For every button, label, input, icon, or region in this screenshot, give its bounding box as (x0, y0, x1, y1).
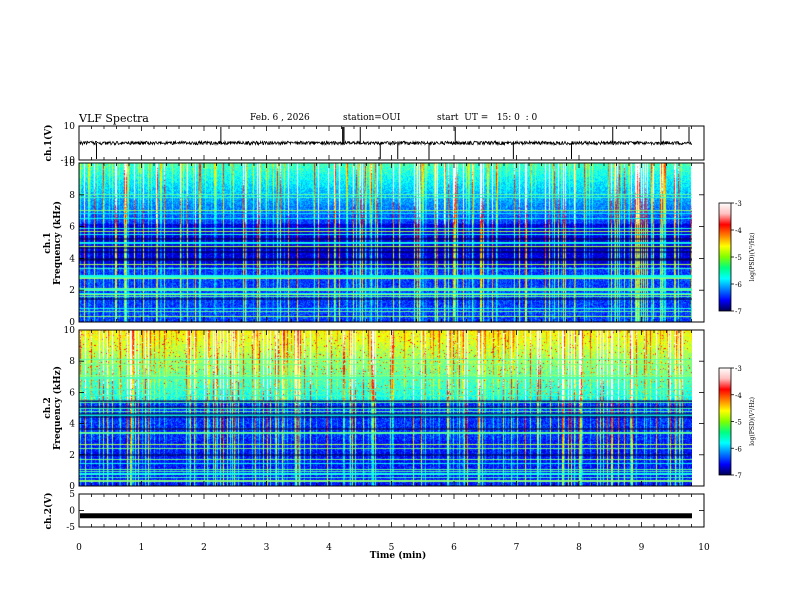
ch1-spectrogram-image (79, 163, 692, 322)
ch1-waveform-line (79, 139, 693, 147)
y-tick-label: -10 (61, 156, 76, 166)
y-tick-label: 2 (69, 451, 75, 461)
ch1-freq-ylabel: ch.1 Frequency (kHz) (43, 201, 63, 285)
x-tick-label: 7 (514, 543, 520, 553)
y-tick-label: 5 (69, 490, 75, 500)
x-tick-label: 2 (201, 543, 207, 553)
ch1-ylabel-line: ch.1(V) (43, 125, 54, 162)
x-tick-label: 4 (326, 543, 332, 553)
y-tick-label: 10 (64, 326, 76, 336)
x-tick-label: 5 (389, 543, 395, 553)
ch1-colorbar-label: log(PSD)(V²/Hz) (749, 233, 756, 282)
y-tick-label: 6 (69, 223, 75, 233)
ch2-freq-ylabel-line: Frequency (kHz) (52, 366, 63, 450)
colorbar-tick-label: -7 (735, 308, 742, 316)
x-tick-label: 0 (76, 543, 82, 553)
colorbar-tick-label: -5 (735, 419, 742, 427)
chart-title: VLF Spectra (79, 112, 149, 125)
colorbar-tick-label: -6 (735, 281, 742, 289)
y-tick-label: 4 (69, 254, 75, 264)
ch2-waveform-line (80, 513, 692, 519)
y-tick-label: 4 (69, 420, 75, 430)
y-tick-label: -5 (66, 523, 75, 533)
y-tick-label: 10 (64, 122, 76, 132)
x-tick-label: 10 (698, 543, 710, 553)
ch2-freq-ylabel: ch.2 Frequency (kHz) (43, 366, 63, 450)
ch1-colorbar-label-text: log(PSD)(V²/Hz) (749, 233, 756, 282)
colorbar-tick-label: -7 (735, 472, 742, 480)
x-tick-label: 3 (264, 543, 270, 553)
x-tick-label: 8 (576, 543, 582, 553)
colorbar-tick-label: -3 (735, 200, 742, 208)
y-tick-label: 6 (69, 388, 75, 398)
colorbar-tick-label: -3 (735, 365, 742, 373)
start-time-label: start UT = 15: 0 : 0 (437, 113, 538, 123)
ch2-colorbar-label-text: log(PSD)(V²/Hz) (749, 397, 756, 446)
colorbar-tick-label: -4 (735, 227, 742, 235)
ch2-freq-ylabel-line: ch.2 (43, 397, 53, 418)
colorbar-tick-label: -4 (735, 392, 742, 400)
ch2-spectrogram-image (79, 330, 692, 486)
ch1-freq-ylabel-line: Frequency (kHz) (52, 201, 63, 285)
y-tick-label: 8 (69, 191, 75, 201)
colorbar-tick-label: -5 (735, 254, 742, 262)
y-tick-label: 0 (69, 482, 75, 492)
x-axis-label: Time (min) (370, 550, 427, 561)
x-tick-label: 1 (139, 543, 145, 553)
ch2-colorbar (718, 367, 732, 476)
y-tick-label: 2 (69, 286, 75, 296)
colorbar-tick-label: -6 (735, 445, 742, 453)
ch2-colorbar-label: log(PSD)(V²/Hz) (749, 397, 756, 446)
x-tick-label: 6 (451, 543, 457, 553)
ch1-ylabel: ch.1(V) (43, 125, 54, 162)
y-tick-label: 0 (69, 318, 75, 328)
ch2-ylabel-line: ch.2(V) (43, 493, 54, 530)
x-tick-label: 9 (639, 543, 645, 553)
date-label: Feb. 6 , 2026 (250, 113, 310, 123)
ch1-colorbar (718, 202, 732, 312)
ch1-freq-ylabel-line: ch.1 (43, 232, 53, 253)
station-label: station=OUI (343, 113, 401, 123)
y-tick-label: 10 (64, 159, 76, 169)
ch2-ylabel: ch.2(V) (43, 493, 54, 530)
y-tick-label: 0 (69, 507, 75, 517)
y-tick-label: 8 (69, 357, 75, 367)
